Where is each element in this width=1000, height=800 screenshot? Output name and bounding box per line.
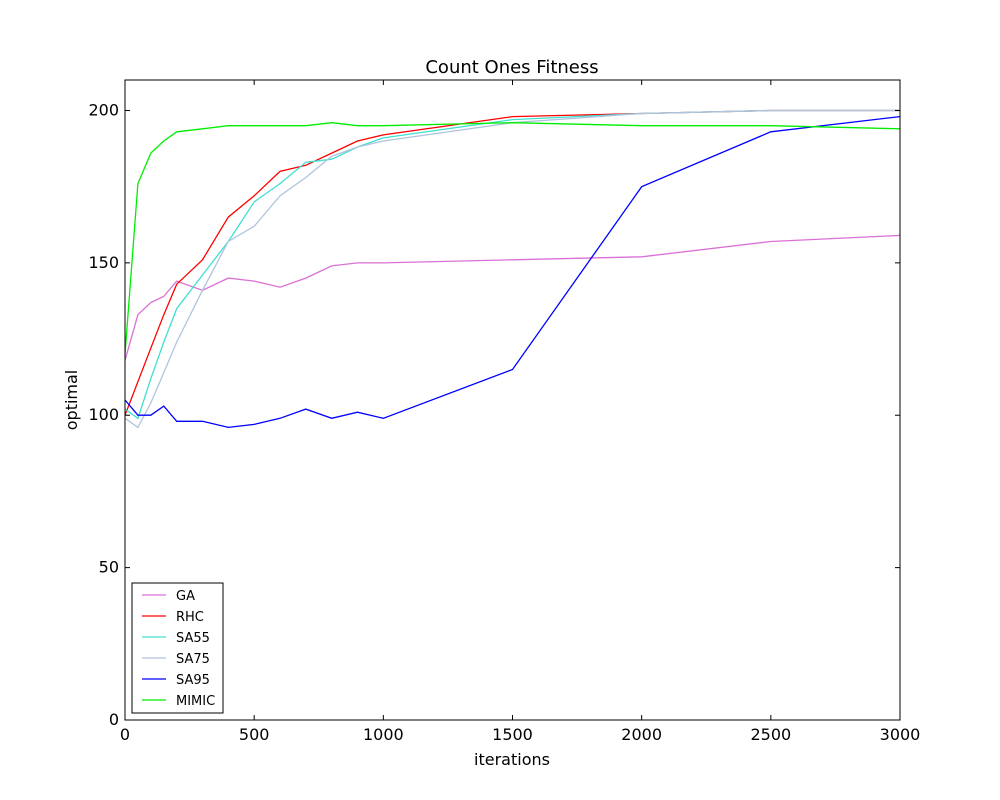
- series-line-sa75: [124, 109, 900, 429]
- x-axis-label: iterations: [474, 750, 550, 769]
- legend-label-sa55: SA55: [176, 631, 210, 646]
- x-tick-label: 1000: [363, 725, 404, 744]
- legend: GA RHC SA55 SA75 SA95 MIMIC: [131, 582, 224, 714]
- x-tick-label: 2500: [750, 725, 791, 744]
- plot-area: 0 500 1000 1500 2000 2500 3000 0 50 100 150 200: [88, 79, 921, 744]
- series-line-ga: [124, 234, 901, 361]
- legend-label-sa75: SA75: [176, 652, 210, 667]
- y-tick-label: 150: [88, 253, 119, 272]
- plot-frame: [124, 79, 901, 721]
- legend-label-sa95: SA95: [176, 673, 210, 688]
- legend-label-ga: GA: [176, 589, 195, 604]
- x-tick-label: 1500: [492, 725, 533, 744]
- y-tick-label: 200: [88, 100, 119, 119]
- series-line-sa55: [124, 109, 900, 420]
- y-tick-label: 50: [99, 558, 119, 577]
- legend-label-rhc: RHC: [176, 610, 204, 625]
- chart-title: Count Ones Fitness: [425, 57, 598, 78]
- x-tick-label: 3000: [880, 725, 921, 744]
- legend-box: [131, 582, 224, 714]
- y-tick-label: 0: [109, 710, 119, 729]
- x-tick-label: 500: [239, 725, 270, 744]
- y-axis-label: optimal: [62, 370, 81, 431]
- y-tick-label: 100: [88, 405, 119, 424]
- legend-label-mimic: MIMIC: [176, 694, 215, 709]
- series-line-mimic: [124, 122, 901, 355]
- series-line-sa95: [124, 115, 901, 429]
- series-line-rhc: [124, 109, 900, 416]
- x-tick-label: 0: [120, 725, 130, 744]
- x-tick-label: 2000: [621, 725, 662, 744]
